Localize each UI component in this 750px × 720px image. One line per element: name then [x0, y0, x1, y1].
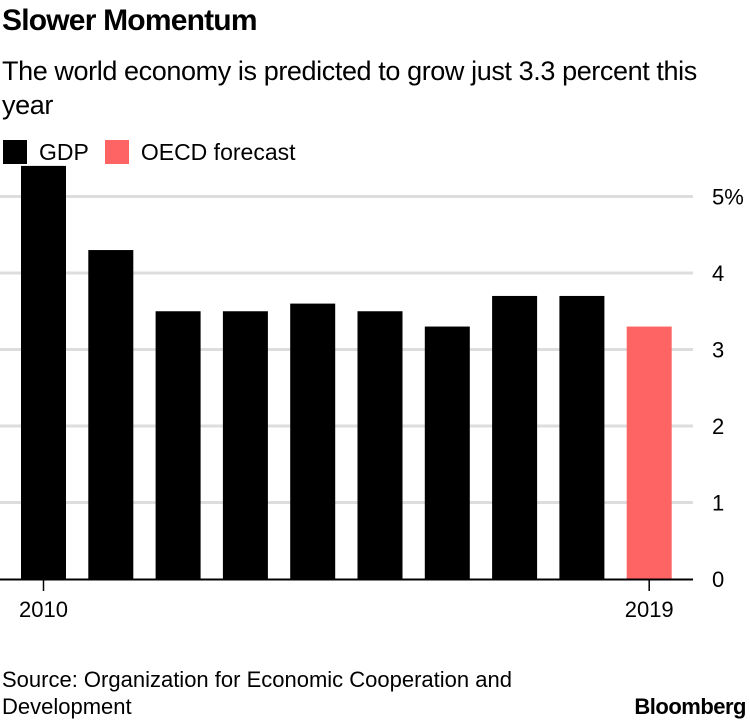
- chart-title: Slower Momentum: [2, 4, 258, 37]
- bar-2013: [222, 311, 268, 579]
- legend-item-oecd-forecast: OECD forecast: [104, 138, 296, 166]
- legend-item-gdp: GDP: [3, 139, 89, 166]
- legend-swatch-gdp: [3, 140, 27, 164]
- bar-2016: [424, 326, 470, 579]
- bar-2018: [559, 295, 605, 579]
- x-tick-label-2010: 2010: [19, 597, 68, 622]
- bar-2014: [290, 303, 336, 579]
- source-note: Source: Organization for Economic Cooper…: [2, 667, 512, 719]
- legend-label-gdp: GDP: [39, 138, 89, 165]
- chart-subtitle: The world economy is predicted to grow j…: [2, 56, 697, 120]
- legend-swatch-oecd-forecast: [104, 140, 129, 164]
- bars: [21, 165, 672, 580]
- bar-2019: [626, 326, 672, 579]
- y-axis-labels: 0 1 2 3 4 5%: [712, 185, 744, 593]
- bloomberg-logo: Bloomberg: [634, 694, 746, 719]
- bar-2015: [357, 311, 403, 579]
- bar-2010: [21, 165, 66, 579]
- y-tick-label-1: 1: [712, 491, 724, 516]
- x-tick-label-2019: 2019: [625, 597, 674, 622]
- bar-2011: [88, 250, 134, 580]
- y-tick-label-5: 5%: [712, 185, 744, 210]
- legend: GDP OECD forecast: [3, 139, 312, 165]
- x-axis: [0, 578, 693, 591]
- x-axis-labels: 2010 2019: [19, 597, 674, 622]
- y-tick-label-4: 4: [712, 261, 724, 286]
- legend-label-oecd-forecast: OECD forecast: [140, 138, 296, 165]
- bar-2012: [155, 311, 201, 579]
- bar-2017: [492, 295, 538, 579]
- y-tick-label-3: 3: [712, 338, 724, 363]
- y-tick-label-0: 0: [712, 567, 724, 592]
- y-tick-label-2: 2: [712, 414, 724, 439]
